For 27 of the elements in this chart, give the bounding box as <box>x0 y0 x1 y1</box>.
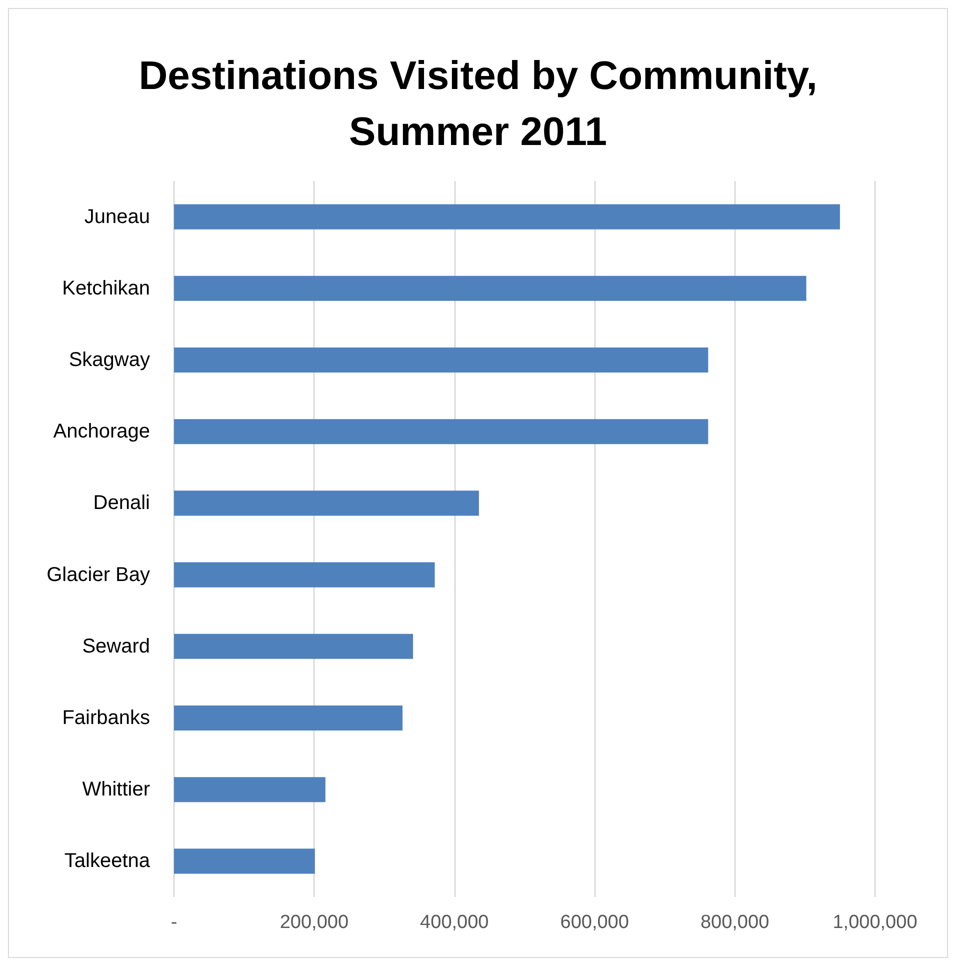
y-tick-label: Ketchikan <box>62 277 150 300</box>
y-tick-label: Seward <box>82 635 150 658</box>
bar <box>174 705 403 731</box>
y-tick-label: Juneau <box>84 206 150 228</box>
x-tick-label: 800,000 <box>700 912 770 933</box>
y-tick-label: Talkeetna <box>64 850 151 872</box>
y-tick-label: Fairbanks <box>62 707 150 729</box>
y-tick-label: Glacier Bay <box>46 564 150 586</box>
bar <box>174 204 840 230</box>
y-tick-label: Anchorage <box>53 420 150 443</box>
bar <box>174 634 414 659</box>
y-tick-label: Whittier <box>82 778 150 801</box>
bar <box>174 562 435 588</box>
bar <box>174 490 479 516</box>
x-tick-label: 600,000 <box>560 912 629 933</box>
bar <box>174 347 708 373</box>
bar <box>174 777 326 802</box>
bar <box>174 276 806 301</box>
x-tick-label: 200,000 <box>280 912 349 933</box>
y-tick-label: Skagway <box>68 349 150 371</box>
y-tick-label: Denali <box>93 492 150 514</box>
x-tick-label: 400,000 <box>420 912 489 933</box>
bar <box>174 848 315 874</box>
x-tick-label: 1,000,000 <box>832 912 918 933</box>
bar <box>174 419 708 444</box>
x-tick-label: - <box>170 912 178 933</box>
chart-title: Destinations Visited by Community, Summer 2011 <box>138 54 818 154</box>
